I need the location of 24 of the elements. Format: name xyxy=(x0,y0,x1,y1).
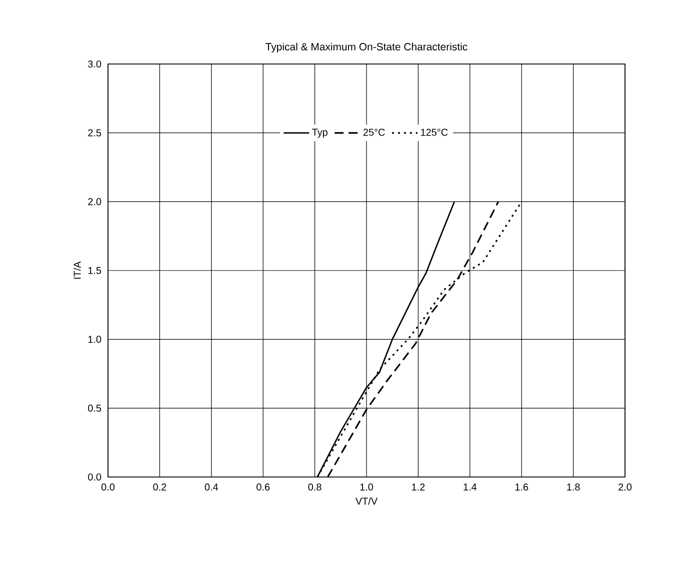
x-tick-label: 1.6 xyxy=(515,484,528,491)
chart-title: Typical & Maximum On-State Characteristic xyxy=(266,42,468,53)
y-tick-label: 0.5 xyxy=(88,404,102,412)
x-tick-label: 2.0 xyxy=(618,484,632,491)
y-tick-label: 1.0 xyxy=(88,336,102,343)
x-tick-label: 0.4 xyxy=(204,484,218,491)
legend-label: Typ xyxy=(312,128,328,138)
x-tick-label: 0.6 xyxy=(256,484,270,491)
x-tick-label: 1.4 xyxy=(464,484,477,490)
x-tick-label: 1.0 xyxy=(360,484,374,491)
y-tick-label: 1.5 xyxy=(88,267,102,274)
x-tick-label: 1.2 xyxy=(412,484,425,490)
y-tick-label: 2.5 xyxy=(88,129,102,136)
x-tick-label: 1.8 xyxy=(567,484,580,491)
legend-label: 25°C xyxy=(363,128,385,136)
x-tick-label: 0.8 xyxy=(308,484,322,491)
legend-label: 125°C xyxy=(421,128,448,136)
y-tick-label: 3.0 xyxy=(88,60,102,68)
y-axis-title: IT/A xyxy=(73,261,81,279)
y-tick-label: 0.0 xyxy=(88,473,102,481)
y-tick-label: 2.0 xyxy=(88,198,102,206)
x-axis-title: VT/V xyxy=(355,497,378,505)
x-tick-label: 0.2 xyxy=(153,484,166,491)
x-tick-label: 0.0 xyxy=(101,484,115,491)
